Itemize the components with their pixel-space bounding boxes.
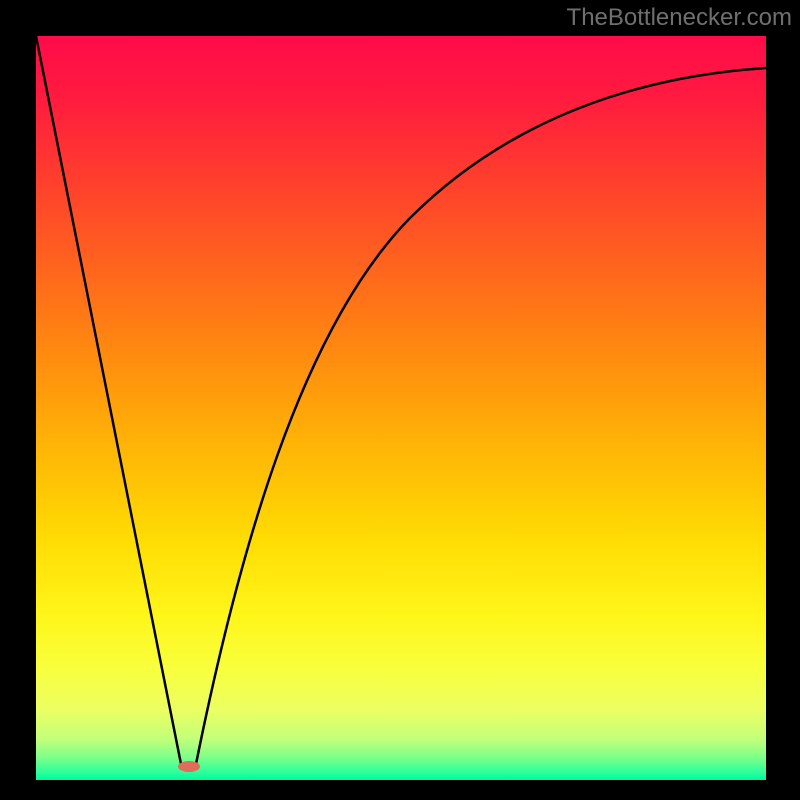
gradient-background <box>36 36 766 780</box>
chart-svg <box>0 0 800 800</box>
optimal-marker <box>178 761 200 772</box>
watermark-text: TheBottlenecker.com <box>567 4 792 32</box>
chart-container: TheBottlenecker.com <box>0 0 800 800</box>
